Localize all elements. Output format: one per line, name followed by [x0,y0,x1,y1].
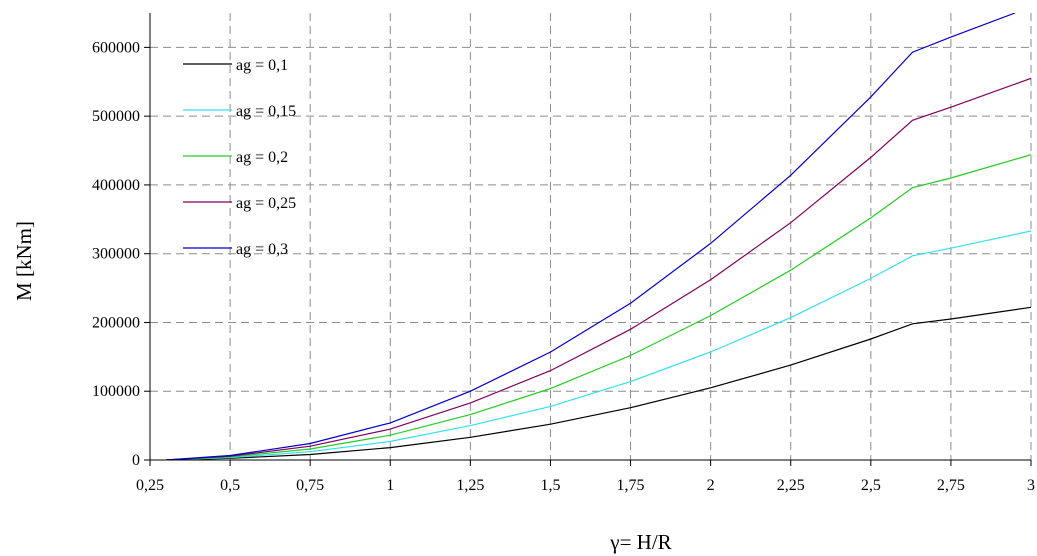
x-tick-label: 2 [707,477,715,494]
y-tick-label: 300000 [92,246,140,263]
y-tick-label: 400000 [92,177,140,194]
x-axis-title: γ= H/R [609,530,671,554]
x-tick-label: 1 [386,477,394,494]
x-tick-label: 1,25 [456,477,484,494]
legend-label-3: ag = 0,2 [236,149,288,166]
series-line-5 [165,13,1016,460]
y-tick-label: 200000 [92,314,140,331]
x-tick-label: 2,5 [861,477,881,494]
legend-label-4: ag = 0,25 [236,195,296,212]
x-tick-label: 2,25 [777,477,805,494]
tick-labels: 0,25 0,5 0,75 1 1,25 1,5 1,75 2 2,25 2,5 2,75 3 0 100… [92,39,1035,494]
y-tick-label: 100000 [92,383,140,400]
x-tick-label: 2,75 [937,477,965,494]
series-line-2 [165,230,1031,460]
y-tick-label: 500000 [92,108,140,125]
series-line-4 [165,77,1031,460]
x-tick-label: 0,75 [296,477,324,494]
series-line-3 [165,154,1031,460]
series-lines [165,13,1031,460]
legend-label-2: ag = 0,15 [236,103,296,120]
x-tick-label: 0,5 [220,477,240,494]
x-tick-label: 1,5 [540,477,560,494]
y-tick-label: 600000 [92,39,140,56]
x-tick-label: 0,25 [136,477,164,494]
y-axis-title: M [kNm] [12,221,36,301]
x-tick-label: 3 [1027,477,1035,494]
series-line-1 [165,306,1031,460]
x-tick-label: 1,75 [617,477,645,494]
y-tick-label: 0 [132,452,140,469]
legend-label-1: ag = 0,1 [236,57,288,74]
grid [150,13,1032,460]
legend-label-5: ag = 0,3 [236,241,288,258]
axes [144,13,1032,466]
legend: ag = 0,1 ag = 0,15 ag = 0,2 ag = 0,25 ag = 0… [183,57,296,258]
